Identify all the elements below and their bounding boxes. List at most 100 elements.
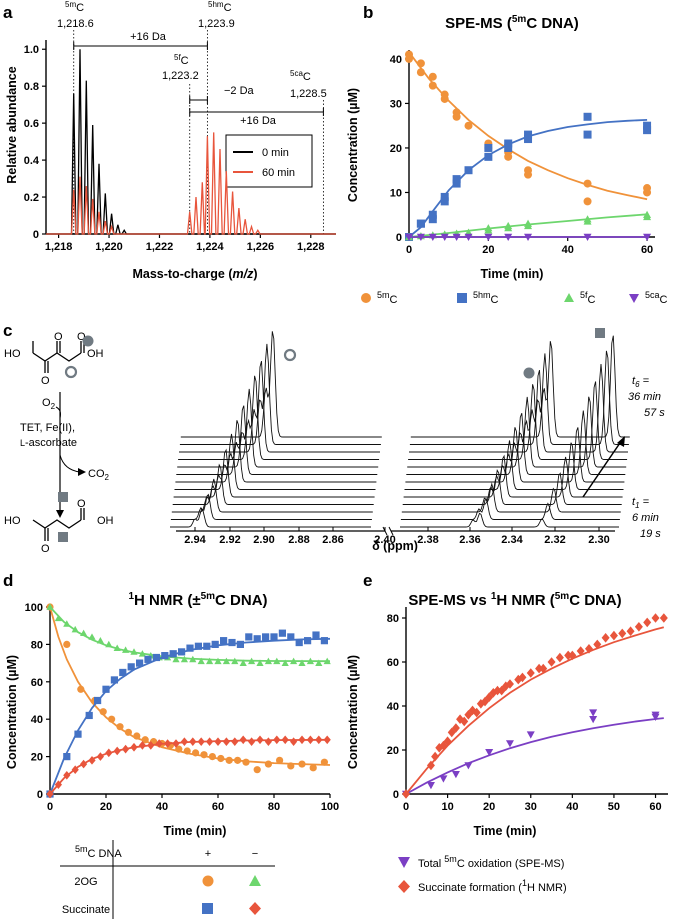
point-Succinate formation (1H NMR) [518,672,527,683]
panel-e-xtick-label: 60 [649,801,661,813]
annotation-5hmC-mass: 1,223.9 [198,18,235,30]
point-Total 5mC oxidation (SPE-MS) [505,740,514,748]
co2-arrow-head [78,468,86,476]
point-Succinate formation (1H NMR) [402,789,410,799]
point-2OG + [287,762,295,770]
panel-b-ytick-label: 10 [390,187,402,199]
panel-d-ylabel: Concentration (µM) [5,655,19,769]
point-5mC [416,59,425,68]
point-Succinate + [161,652,169,660]
point-5mC [428,72,437,81]
point-Succinate − [231,737,239,746]
legend-base: C [588,294,596,306]
point-Succinate − [189,737,197,746]
annotation-5fC-label: 5fC [174,53,189,67]
point-5mC [405,50,413,59]
point-5mC [583,179,592,188]
legend-sup: 5f [580,290,588,300]
point-2OG − [80,629,88,637]
point-2OG − [306,657,314,665]
point-Succinate − [54,780,62,789]
nmr-trace-right [404,440,624,490]
annotation-5caC-mass: 1,228.5 [290,88,327,100]
point-2OG − [290,657,298,665]
point-5caC [524,233,533,241]
point-Succinate + [287,633,295,641]
point-2OG + [175,745,183,753]
point-Succinate formation (1H NMR) [526,668,535,678]
point-Total 5mC oxidation (SPE-MS) [589,709,598,717]
point-Succinate + [253,635,261,643]
point-Succinate formation (1H NMR) [460,716,469,727]
point-2OG + [234,756,242,764]
panel-label-e: e [363,571,372,590]
point-Succinate − [96,752,104,761]
point-Succinate formation (1H NMR) [568,650,577,661]
nmr-trace-right [403,454,623,498]
point-Succinate + [270,633,278,641]
point-Succinate formation (1H NMR) [535,663,544,674]
bracket-label-plus16-a: +16 Da [130,31,167,43]
point-Total 5mC oxidation (SPE-MS) [589,716,598,724]
scheme-ascorbate: L-ascorbate [20,437,77,449]
point-Succinate formation (1H NMR) [472,707,481,718]
panel-d-xtick-label: 20 [100,801,112,813]
panel-d-ytick-label: 80 [31,639,43,651]
legend-marker-oxidation [398,857,410,868]
point-5caC [583,233,592,241]
point-5hmC [440,192,449,201]
table-marker-succ-plus [202,903,213,914]
annotation-5mC-mass: 1,218.6 [57,18,94,30]
point-Succinate + [63,753,71,761]
fit-Succinate formation (1H NMR) [405,626,665,795]
time-first-min: 6 min [632,512,659,524]
nmr-trace-right [409,350,629,445]
panel-d-ytick-label: 100 [25,602,43,614]
point-Succinate formation (1H NMR) [576,646,585,656]
point-Succinate + [211,640,219,648]
point-5mC [464,121,473,130]
marker-succ-square-top [58,492,68,502]
point-Succinate + [203,642,211,650]
nmr-trace-left [179,343,381,445]
point-2OG − [264,657,272,665]
fit-5mC [408,51,648,201]
legend-sup: 5hm [473,290,491,300]
point-Succinate + [278,629,286,637]
panel-d-chart: 1H NMR (±5mC DNA) Concentration (µM) Tim… [5,591,339,919]
panel-e-ytick-label: 0 [393,789,399,801]
panel-e-ytick-label: 20 [387,745,399,757]
point-2OG + [116,723,124,731]
fit-Succinate + [49,637,331,795]
point-Succinate formation (1H NMR) [443,736,452,746]
point-2OG − [71,625,79,633]
point-Succinate formation (1H NMR) [555,652,564,663]
time-arrow [582,439,623,498]
panel-e-ytick-label: 60 [387,657,399,669]
o2-curve [55,406,61,419]
point-Succinate − [46,789,54,799]
point-2OG − [96,637,104,644]
point-Succinate formation (1H NMR) [451,723,460,733]
point-5caC [440,233,449,241]
panel-a-ylabel: Relative abundance [5,66,19,183]
point-2OG − [298,659,306,666]
point-Succinate formation (1H NMR) [618,628,627,639]
point-Succinate − [122,744,130,754]
axis-break-2 [388,526,394,536]
panel-d-ytick-label: 0 [37,789,43,801]
point-Succinate − [180,737,188,746]
point-Succinate + [127,663,135,671]
point-Succinate + [102,685,110,693]
nmr-trace-left [170,493,372,520]
legend-label-5hmC: 5hmC [473,290,499,306]
table-marker-2og-minus [249,875,261,886]
point-Total 5mC oxidation (SPE-MS) [526,731,535,739]
point-2OG + [108,715,116,723]
point-5hmC [452,179,461,188]
point-Succinate + [74,730,82,738]
point-5caC [484,233,493,241]
legend-marker-5caC [629,294,639,303]
point-2OG − [172,655,180,663]
panel-d-xtick-label: 100 [321,801,339,813]
